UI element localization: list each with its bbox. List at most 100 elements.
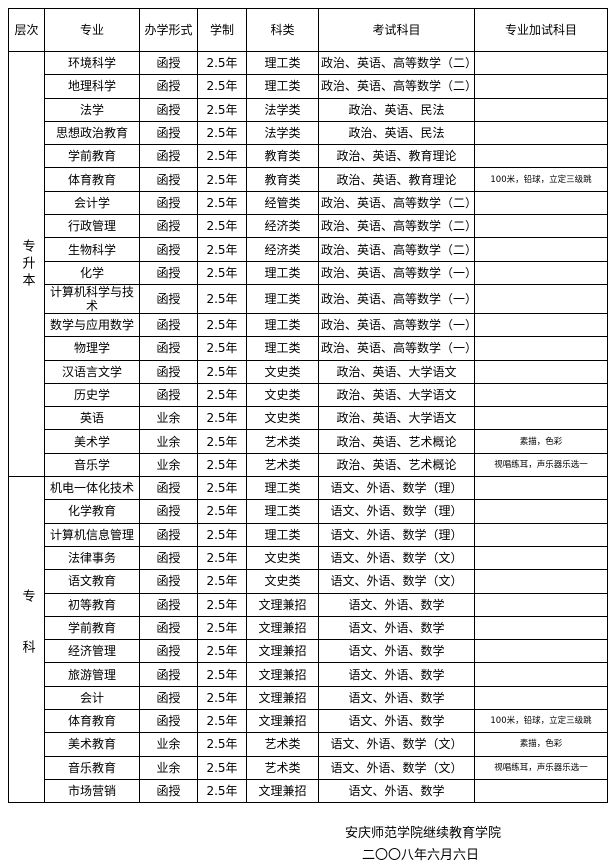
extra-subjects <box>474 260 608 285</box>
table-row: 会计学 函授 2.5年 经管类 政治、英语、高等数学（二） <box>9 190 608 216</box>
category: 文史类 <box>246 406 319 431</box>
category: 艺术类 <box>246 452 319 478</box>
major: 音乐教育 <box>44 755 140 780</box>
table-row: 市场营销 函授 2.5年 文理兼招 语文、外语、数学 <box>9 778 608 804</box>
category: 经济类 <box>246 237 319 262</box>
study-form: 函授 <box>139 74 198 99</box>
duration: 2.5年 <box>197 522 247 547</box>
duration: 2.5年 <box>197 144 247 169</box>
major: 美术学 <box>44 429 140 454</box>
study-form: 函授 <box>139 120 198 146</box>
category: 文史类 <box>246 382 319 408</box>
major: 市场营销 <box>44 778 140 804</box>
exam-subjects: 语文、外语、数学（理） <box>318 499 475 524</box>
major: 体育教育 <box>44 709 140 734</box>
exam-subjects: 政治、英语、民法 <box>318 97 475 122</box>
category: 教育类 <box>246 144 319 169</box>
exam-subjects: 语文、外语、数学 <box>318 662 475 687</box>
extra-subjects <box>474 592 608 617</box>
exam-subjects: 政治、英语、民法 <box>318 120 475 146</box>
exam-subjects: 政治、英语、高等数学（二） <box>318 237 475 262</box>
study-form: 函授 <box>139 359 198 384</box>
major: 行政管理 <box>44 214 140 239</box>
duration: 2.5年 <box>197 74 247 99</box>
duration: 2.5年 <box>197 592 247 617</box>
duration: 2.5年 <box>197 499 247 524</box>
exam-subjects: 政治、英语、教育理论 <box>318 167 475 192</box>
major: 计算机科学与技术 <box>44 283 140 314</box>
study-form: 函授 <box>139 283 198 314</box>
table-body: 专升本 环境科学 函授 2.5年 理工类 政治、英语、高等数学（二） 地理科学 函授 2.5年理… <box>8 50 608 804</box>
exam-subjects: 政治、英语、艺术概论 <box>318 429 475 454</box>
major: 化学 <box>44 260 140 285</box>
category: 文理兼招 <box>246 639 319 664</box>
table-row: 化学 函授 2.5年 理工类 政治、英语、高等数学（一） <box>9 260 608 285</box>
extra-subjects <box>474 74 608 99</box>
category: 文理兼招 <box>246 615 319 641</box>
study-form: 业余 <box>139 452 198 478</box>
table-row: 英语 业余 2.5年 文史类 政治、英语、大学语文 <box>9 406 608 431</box>
header-cell: 办学形式 <box>139 8 198 52</box>
category: 艺术类 <box>246 429 319 454</box>
header-cell: 考试科目 <box>318 8 475 52</box>
category: 教育类 <box>246 167 319 192</box>
footer-org: 安庆师范学院继续教育学院 <box>345 826 502 841</box>
study-form: 业余 <box>139 406 198 431</box>
category: 艺术类 <box>246 732 319 757</box>
category: 理工类 <box>246 283 319 314</box>
table-row: 体育教育 函授 2.5年 教育类 政治、英语、教育理论 100米，铅球，立定三级跳 <box>9 167 608 192</box>
study-form: 函授 <box>139 522 198 547</box>
study-form: 函授 <box>139 336 198 361</box>
extra-subjects <box>474 639 608 664</box>
extra-subjects <box>474 50 608 76</box>
category: 文史类 <box>246 359 319 384</box>
exam-subjects: 政治、英语、高等数学（二） <box>318 50 475 76</box>
extra-subjects: 100米，铅球，立定三级跳 <box>474 167 608 192</box>
duration: 2.5年 <box>197 662 247 687</box>
study-form: 函授 <box>139 615 198 641</box>
duration: 2.5年 <box>197 167 247 192</box>
category: 文史类 <box>246 545 319 571</box>
table-row: 音乐学 业余 2.5年 艺术类 政治、英语、艺术概论 视唱练耳，声乐器乐选一 <box>9 452 608 478</box>
category: 文史类 <box>246 569 319 594</box>
extra-subjects: 100米，铅球，立定三级跳 <box>474 709 608 734</box>
extra-subjects: 视唱练耳，声乐器乐选一 <box>474 452 608 478</box>
major: 会计 <box>44 685 140 711</box>
category: 理工类 <box>246 476 319 501</box>
extra-subjects <box>474 545 608 571</box>
category: 文理兼招 <box>246 662 319 687</box>
study-form: 函授 <box>139 312 198 338</box>
extra-subjects <box>474 499 608 524</box>
duration: 2.5年 <box>197 120 247 146</box>
major: 法学 <box>44 97 140 122</box>
study-form: 函授 <box>139 97 198 122</box>
duration: 2.5年 <box>197 190 247 216</box>
table-row: 专升本 环境科学 函授 2.5年 理工类 政治、英语、高等数学（二） <box>8 50 608 478</box>
duration: 2.5年 <box>197 312 247 338</box>
extra-subjects <box>474 144 608 169</box>
study-form: 函授 <box>139 144 198 169</box>
category: 艺术类 <box>246 755 319 780</box>
study-form: 函授 <box>139 476 198 501</box>
header-cell: 专业加试科目 <box>474 8 608 52</box>
exam-subjects: 政治、英语、大学语文 <box>318 406 475 431</box>
exam-subjects: 政治、英语、高等数学（一） <box>318 283 475 314</box>
duration: 2.5年 <box>197 382 247 408</box>
study-form: 函授 <box>139 167 198 192</box>
category: 理工类 <box>246 260 319 285</box>
category: 文理兼招 <box>246 709 319 734</box>
extra-subjects <box>474 778 608 804</box>
study-form: 函授 <box>139 662 198 687</box>
table-row: 生物科学 函授 2.5年 经济类 政治、英语、高等数学（二） <box>9 237 608 262</box>
category: 法学类 <box>246 120 319 146</box>
table-row: 音乐教育 业余 2.5年 艺术类 语文、外语、数学（文） 视唱练耳，声乐器乐选一 <box>9 755 608 780</box>
major: 化学教育 <box>44 499 140 524</box>
study-form: 业余 <box>139 732 198 757</box>
major: 语文教育 <box>44 569 140 594</box>
extra-subjects: 素描，色彩 <box>474 732 608 757</box>
major: 初等教育 <box>44 592 140 617</box>
major: 环境科学 <box>44 50 140 76</box>
level-cell: 专科 <box>8 476 45 804</box>
duration: 2.5年 <box>197 452 247 478</box>
